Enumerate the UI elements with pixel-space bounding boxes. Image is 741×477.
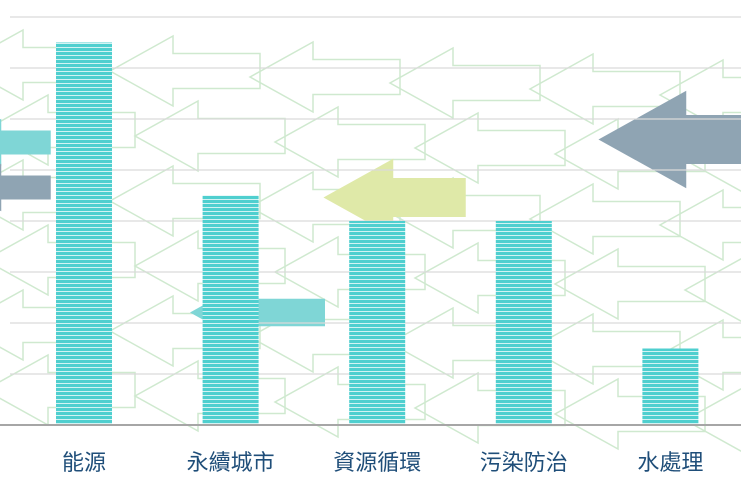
x-tick-label: 污染防治	[480, 451, 568, 476]
x-tick-label: 能源	[62, 451, 106, 476]
gray-arrow-decoration	[598, 90, 741, 189]
bar-5	[642, 348, 699, 425]
lime-arrow-decoration	[323, 158, 466, 237]
outline-arrow-decoration	[248, 40, 401, 114]
outline-arrow-decoration	[133, 99, 286, 173]
outline-arrow-decoration	[683, 128, 741, 192]
bar-4	[495, 221, 552, 425]
outline-arrow-decoration	[133, 229, 286, 303]
bar-1	[56, 42, 112, 425]
bars	[56, 42, 699, 425]
outline-arrow-decoration	[683, 258, 741, 322]
outline-arrow-decoration	[658, 58, 741, 132]
outline-arrow-decoration	[658, 188, 741, 262]
outline-arrow-decoration	[133, 359, 286, 433]
outline-arrow-decoration	[273, 235, 426, 309]
outline-arrow-decoration	[683, 388, 741, 452]
outline-arrow-decoration	[553, 377, 706, 451]
outline-arrow-decoration	[388, 46, 541, 120]
outline-arrow-decoration	[553, 247, 706, 321]
gray-arrow-decoration	[0, 163, 51, 212]
outline-arrow-decoration	[0, 353, 136, 427]
x-tick-label: 水處理	[637, 451, 703, 476]
outline-arrow-decoration	[273, 365, 426, 439]
outline-arrow-decoration	[273, 105, 426, 179]
bar-2	[202, 195, 259, 425]
outline-arrow-decoration	[0, 223, 136, 297]
outline-arrow-decoration	[528, 182, 681, 256]
outline-arrow-decoration	[108, 34, 261, 108]
x-axis-tick-labels: 能源 永續城市 資源循環 污染防治 水處理	[62, 451, 703, 476]
x-tick-label: 資源循環	[333, 451, 421, 476]
x-tick-label: 永續城市	[187, 451, 275, 476]
outline-arrow-decoration	[413, 111, 566, 185]
bar-3	[349, 221, 406, 425]
teal-arrow-decoration	[0, 118, 51, 167]
